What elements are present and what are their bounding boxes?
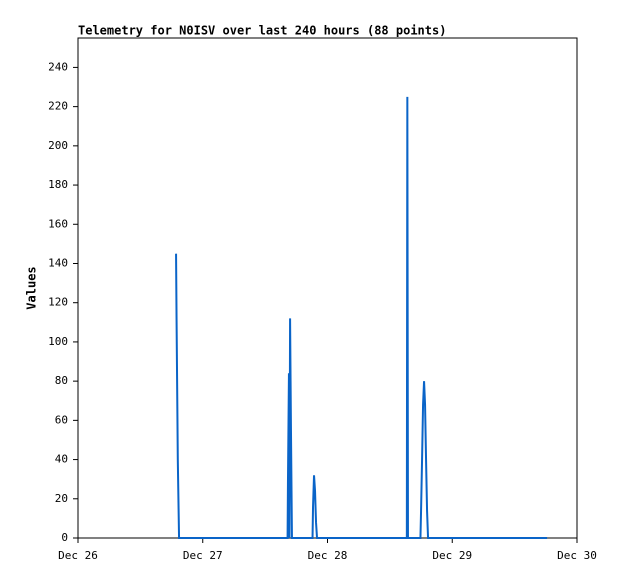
x-tick-label: Dec 29 (432, 549, 472, 562)
x-tick-label: Dec 28 (308, 549, 348, 562)
chart-title: Telemetry for N0ISV over last 240 hours … (78, 24, 446, 38)
x-tick-label: Dec 30 (557, 549, 597, 562)
y-tick-label: 40 (55, 453, 68, 466)
y-axis-label: Values (25, 266, 39, 309)
y-tick-label: 180 (48, 178, 68, 191)
y-tick-label: 20 (55, 492, 68, 505)
y-tick-label: 60 (55, 413, 68, 426)
y-tick-label: 220 (48, 100, 68, 113)
y-tick-label: 160 (48, 217, 68, 230)
y-tick-label: 200 (48, 139, 68, 152)
y-tick-label: 0 (61, 531, 68, 544)
y-tick-label: 100 (48, 335, 68, 348)
y-tick-label: 240 (48, 60, 68, 73)
y-tick-label: 120 (48, 296, 68, 309)
y-tick-label: 80 (55, 374, 68, 387)
x-tick-label: Dec 27 (183, 549, 223, 562)
line (175, 96, 548, 539)
x-tick-label: Dec 26 (58, 549, 98, 562)
y-tick-label: 140 (48, 256, 68, 269)
